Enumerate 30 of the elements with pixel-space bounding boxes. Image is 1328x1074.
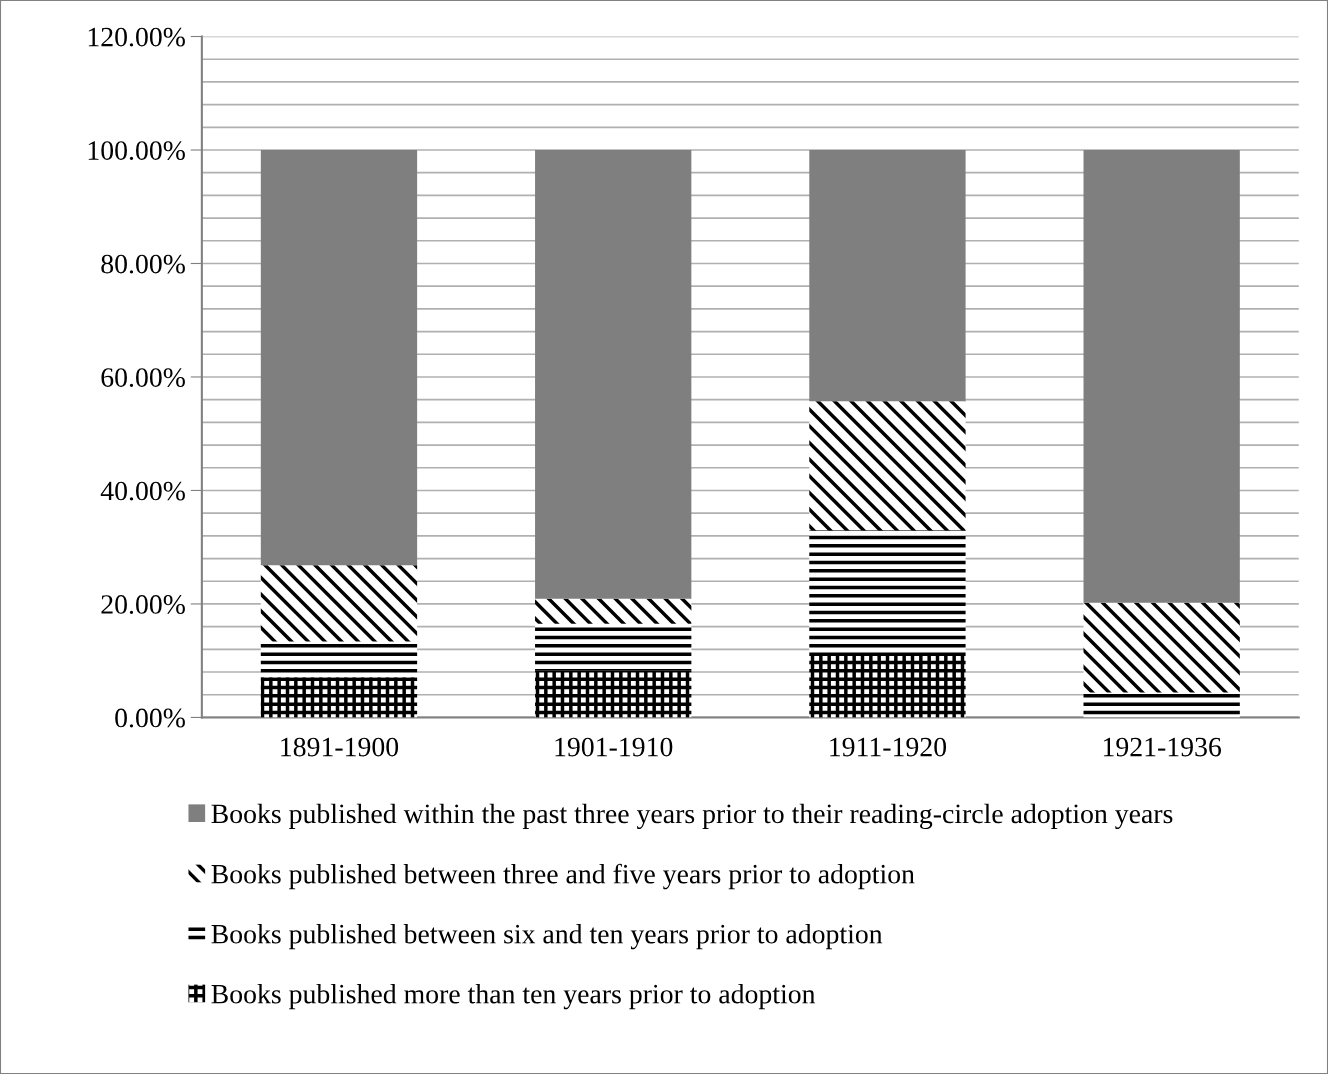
bar [1083,692,1240,718]
bar [1083,150,1240,603]
bar [535,150,692,599]
legend-label: Books published more than ten years prior to adoption [211,983,816,1010]
y-tick-label: 40.00% [100,481,185,501]
bar [809,401,966,531]
y-tick-label: 20.00% [101,595,185,614]
y-tick-label: 0.00% [115,708,185,728]
x-tick-label: 1921-1936 [1103,737,1222,757]
bar [260,641,418,678]
y-tick-label: 100.00% [88,141,185,161]
bar [260,565,418,642]
x-tick-label: 1891-1900 [281,737,399,757]
legend-label: Books published between three and five years prior to adoption [211,863,915,890]
legend-label: Books published within the past three years prior to their reading-circle adoption years [211,803,1173,829]
bar [809,150,966,402]
bar [260,677,418,718]
x-tick-label: 1911-1920 [830,737,947,757]
bar [809,655,966,718]
bar [1083,602,1240,693]
legend-label: Books published between six and ten years prior to adoption [211,923,883,950]
y-tick-label: 80.00% [101,254,185,274]
y-tick-label: 120.00% [88,27,185,47]
x-tick-label: 1901-1910 [555,737,673,757]
bar [535,670,692,718]
bar [535,598,692,624]
bar [260,150,418,566]
bar [809,530,966,656]
y-tick-label: 60.00% [101,368,185,388]
bar [535,623,692,671]
